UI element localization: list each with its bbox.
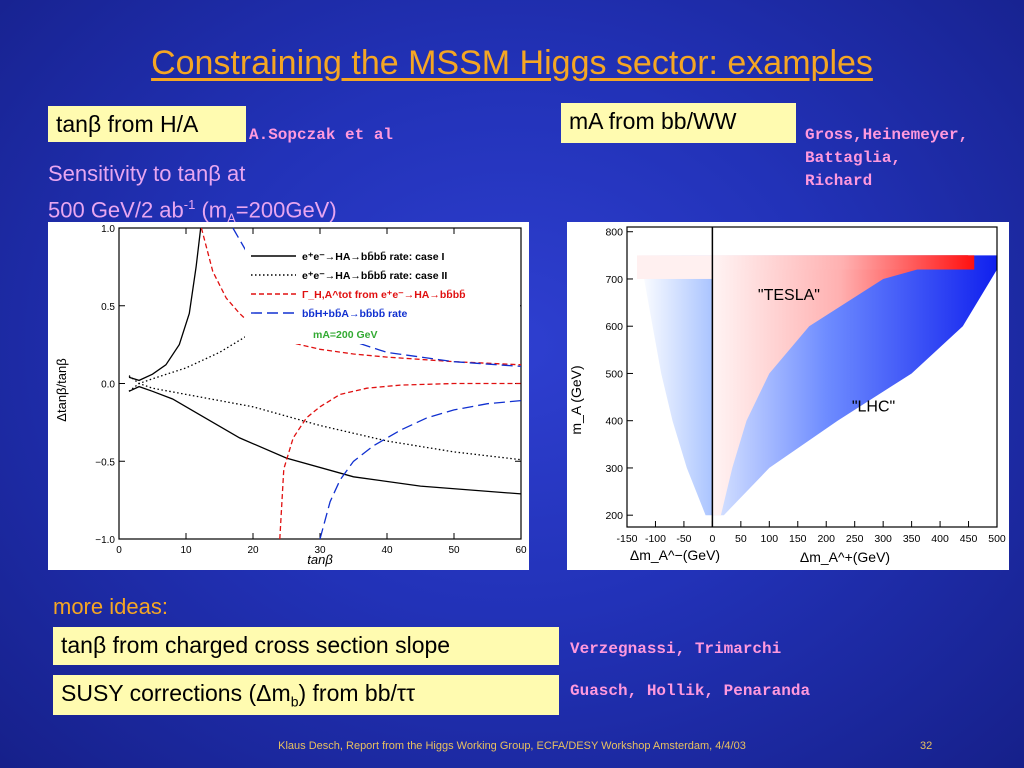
citation-line: Richard bbox=[805, 172, 873, 190]
x-tick-label: 500 bbox=[988, 533, 1006, 545]
greek-delta: Δ bbox=[256, 680, 272, 706]
ma-from-bbww-box: mA from bb/WW bbox=[561, 103, 796, 143]
x-tick-label: 20 bbox=[247, 545, 259, 556]
x-tick-label: -50 bbox=[676, 533, 691, 545]
y-tick-label: 0.0 bbox=[101, 380, 115, 391]
text: 500 GeV/2 ab bbox=[48, 197, 184, 223]
x-tick-label: 0 bbox=[709, 533, 715, 545]
series-line bbox=[128, 385, 522, 495]
text: m bbox=[271, 680, 291, 706]
legend-label: bb̄H+bb̄A→bb̄bb̄ rate bbox=[302, 308, 407, 320]
y-tick-label: 700 bbox=[605, 274, 623, 286]
tanb-from-ha-box: tanβ from H/A bbox=[48, 106, 246, 142]
page-number: 32 bbox=[920, 740, 933, 752]
text: SUSY corrections ( bbox=[61, 680, 257, 706]
series-line bbox=[319, 399, 522, 540]
x-tick-label: 250 bbox=[846, 533, 864, 545]
y-tick-label: 0.5 bbox=[101, 302, 115, 313]
x-tick-label: -100 bbox=[645, 533, 666, 545]
box-text: mA from bb/WW bbox=[569, 108, 737, 134]
tesla-label: "TESLA" bbox=[758, 287, 820, 304]
tesla-region bbox=[712, 255, 969, 516]
x-axis-label-left: Δm_A^−(GeV) bbox=[630, 547, 720, 563]
text: at bbox=[220, 161, 246, 186]
sensitivity-text: Sensitivity to tanβ at 500 GeV/2 ab-1 (m… bbox=[48, 158, 337, 234]
footer-text: Klaus Desch, Report from the Higgs Worki… bbox=[278, 740, 746, 752]
subscript: A bbox=[227, 210, 236, 226]
text: (m bbox=[195, 197, 228, 223]
legend-label: e⁺e⁻→HA→bb̄bb̄ rate: case II bbox=[302, 270, 447, 282]
tesla-band-negative bbox=[637, 255, 713, 279]
sensitivity-line-2: 500 GeV/2 ab-1 (mA=200GeV) bbox=[48, 189, 337, 234]
x-tick-label: 350 bbox=[903, 533, 921, 545]
y-tick-label: 500 bbox=[605, 368, 623, 380]
x-axis-label: tanβ bbox=[307, 552, 333, 567]
series-line bbox=[128, 382, 522, 461]
text: from charged cross section slope bbox=[106, 632, 451, 658]
citation-line: Battaglia, bbox=[805, 149, 902, 167]
x-tick-label: 40 bbox=[381, 545, 393, 556]
tanb-sensitivity-plot: 0 10 20 30 40 50 60 1.0 0.5 0.0 −0.5 −1.0 e⁺e⁻→HA→b… bbox=[48, 222, 529, 570]
x-tick-label: 0 bbox=[116, 545, 122, 556]
x-tick-label: 150 bbox=[789, 533, 807, 545]
slide-title: Constraining the MSSM Higgs sector: exam… bbox=[151, 44, 873, 82]
y-tick-label: 400 bbox=[605, 416, 623, 428]
x-tick-label: -150 bbox=[616, 533, 637, 545]
tesla-band bbox=[712, 255, 975, 270]
more-ideas-heading: more ideas: bbox=[53, 594, 168, 619]
ma-reach-plot: -150 -100 -50 0 50 100 150 200 250 300 350 400 450 50… bbox=[567, 222, 1009, 570]
subscript: b bbox=[290, 693, 299, 710]
x-tick-label: 50 bbox=[735, 533, 747, 545]
legend-label: Γ_H,A^tot from e⁺e⁻→HA→bb̄bb̄ bbox=[302, 289, 466, 301]
y-tick-label: 1.0 bbox=[101, 224, 115, 235]
y-tick-label: 200 bbox=[605, 510, 623, 522]
text: ) from bb/ bbox=[298, 680, 397, 706]
citation-verzegnassi: Verzegnassi, Trimarchi bbox=[570, 640, 782, 658]
x-axis-label-right: Δm_A^+(GeV) bbox=[800, 549, 890, 565]
legend-background bbox=[245, 244, 520, 344]
superscript: -1 bbox=[183, 197, 196, 212]
legend-label: e⁺e⁻→HA→bb̄bb̄ rate: case I bbox=[302, 251, 444, 263]
x-tick-label: 60 bbox=[515, 545, 527, 556]
box-text-pre: tan bbox=[56, 111, 88, 137]
x-tick-label: 400 bbox=[931, 533, 949, 545]
text: tan bbox=[61, 632, 93, 658]
x-tick-label: 50 bbox=[448, 545, 460, 556]
series-line bbox=[128, 227, 202, 382]
x-tick-label: 30 bbox=[314, 545, 326, 556]
sensitivity-line-1: Sensitivity to tanβ at bbox=[48, 158, 337, 189]
y-axis-label: m_A (GeV) bbox=[568, 365, 584, 434]
x-tick-label: 450 bbox=[960, 533, 978, 545]
mass-annotation: mA=200 GeV bbox=[313, 329, 378, 341]
citation-line: Gross,Heinemeyer, bbox=[805, 126, 969, 144]
x-tick-label: 10 bbox=[180, 545, 192, 556]
text: Sensitivity to tan bbox=[48, 161, 209, 186]
greek-tau: ττ bbox=[396, 680, 416, 706]
x-tick-label: 200 bbox=[817, 533, 835, 545]
x-tick-label: 300 bbox=[874, 533, 892, 545]
susy-corrections-box: SUSY corrections (Δmb) from bb/ττ bbox=[53, 675, 559, 715]
y-axis-label: Δtanβ/tanβ bbox=[54, 358, 69, 421]
y-tick-label: −0.5 bbox=[95, 457, 115, 468]
box-text-post: from H/A bbox=[101, 111, 199, 137]
text: =200GeV) bbox=[235, 197, 337, 223]
lhc-label: "LHC" bbox=[852, 398, 895, 415]
citation-gross: Gross,Heinemeyer, Battaglia, Richard bbox=[805, 124, 968, 193]
series-line bbox=[279, 382, 521, 540]
tanb-charged-box: tanβ from charged cross section slope bbox=[53, 627, 559, 665]
greek-beta: β bbox=[92, 632, 107, 658]
y-tick-label: 800 bbox=[605, 227, 623, 239]
x-tick-label: 100 bbox=[761, 533, 779, 545]
y-tick-label: −1.0 bbox=[95, 535, 115, 546]
greek-beta: β bbox=[87, 111, 102, 137]
citation-sopczak: A.Sopczak et al bbox=[249, 126, 394, 144]
y-tick-label: 300 bbox=[605, 463, 623, 475]
lhc-region-negative bbox=[638, 255, 713, 516]
greek-beta: β bbox=[208, 161, 221, 186]
ma-chart-svg: -150 -100 -50 0 50 100 150 200 250 300 350 400 450 50… bbox=[568, 226, 1006, 565]
tanb-chart-svg: 0 10 20 30 40 50 60 1.0 0.5 0.0 −0.5 −1.0 e⁺e⁻→HA→b… bbox=[54, 224, 527, 567]
citation-guasch: Guasch, Hollik, Penaranda bbox=[570, 682, 811, 700]
y-tick-label: 600 bbox=[605, 321, 623, 333]
